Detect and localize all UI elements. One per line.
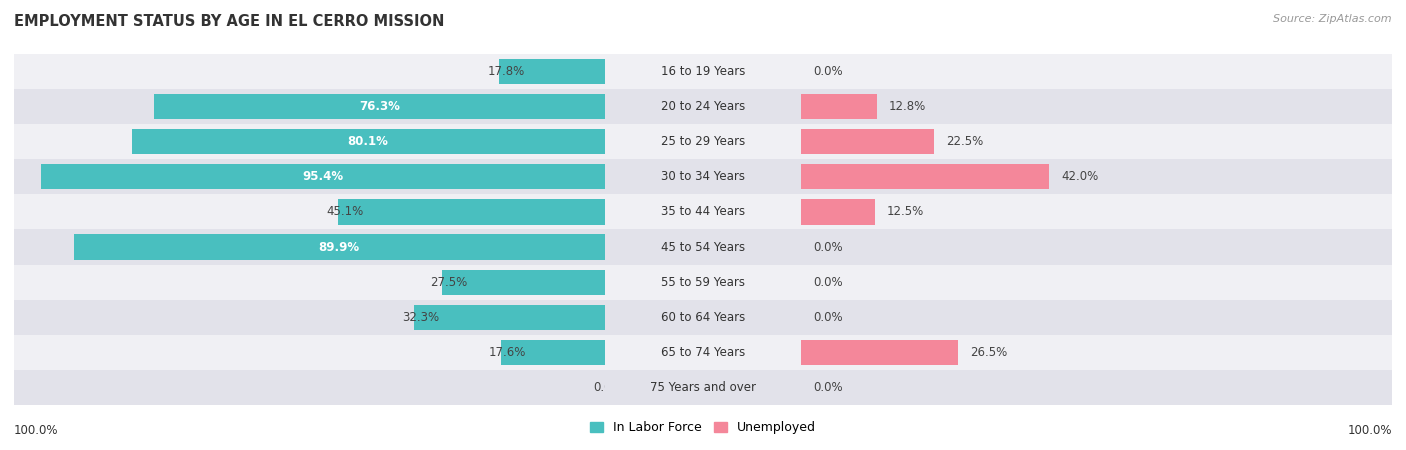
Text: 26.5%: 26.5% — [970, 346, 1007, 359]
Text: 12.5%: 12.5% — [887, 206, 924, 218]
FancyBboxPatch shape — [801, 230, 1392, 265]
FancyBboxPatch shape — [605, 54, 801, 89]
Text: 25 to 29 Years: 25 to 29 Years — [661, 135, 745, 148]
FancyBboxPatch shape — [605, 300, 801, 335]
Bar — [132, 129, 605, 154]
FancyBboxPatch shape — [605, 194, 801, 230]
FancyBboxPatch shape — [14, 89, 605, 124]
Text: 17.6%: 17.6% — [489, 346, 526, 359]
Text: 17.8%: 17.8% — [488, 65, 524, 78]
Text: 100.0%: 100.0% — [1347, 423, 1392, 436]
Bar — [499, 59, 605, 84]
Bar — [801, 94, 877, 119]
Bar — [441, 270, 605, 295]
Text: 35 to 44 Years: 35 to 44 Years — [661, 206, 745, 218]
Bar — [413, 305, 605, 330]
FancyBboxPatch shape — [14, 54, 605, 89]
FancyBboxPatch shape — [801, 89, 1392, 124]
Bar — [155, 94, 605, 119]
FancyBboxPatch shape — [14, 124, 605, 159]
Text: 0.0%: 0.0% — [813, 65, 842, 78]
FancyBboxPatch shape — [801, 335, 1392, 370]
Bar — [41, 164, 605, 189]
Text: 0.0%: 0.0% — [593, 381, 623, 394]
Text: 45.1%: 45.1% — [326, 206, 364, 218]
FancyBboxPatch shape — [14, 370, 605, 405]
Text: 22.5%: 22.5% — [946, 135, 983, 148]
FancyBboxPatch shape — [605, 265, 801, 300]
Text: 45 to 54 Years: 45 to 54 Years — [661, 241, 745, 253]
FancyBboxPatch shape — [801, 370, 1392, 405]
Bar — [801, 199, 876, 225]
Text: 95.4%: 95.4% — [302, 171, 343, 183]
Bar — [501, 340, 605, 365]
Text: 32.3%: 32.3% — [402, 311, 439, 324]
Text: 65 to 74 Years: 65 to 74 Years — [661, 346, 745, 359]
FancyBboxPatch shape — [801, 194, 1392, 230]
FancyBboxPatch shape — [605, 159, 801, 194]
Text: 42.0%: 42.0% — [1062, 171, 1098, 183]
Bar — [801, 340, 957, 365]
Text: 0.0%: 0.0% — [813, 241, 842, 253]
FancyBboxPatch shape — [801, 300, 1392, 335]
Bar — [339, 199, 605, 225]
Text: Source: ZipAtlas.com: Source: ZipAtlas.com — [1274, 14, 1392, 23]
Bar — [801, 164, 1049, 189]
FancyBboxPatch shape — [801, 265, 1392, 300]
Text: 0.0%: 0.0% — [813, 276, 842, 288]
FancyBboxPatch shape — [605, 89, 801, 124]
Text: EMPLOYMENT STATUS BY AGE IN EL CERRO MISSION: EMPLOYMENT STATUS BY AGE IN EL CERRO MIS… — [14, 14, 444, 28]
Text: 89.9%: 89.9% — [319, 241, 360, 253]
FancyBboxPatch shape — [605, 230, 801, 265]
FancyBboxPatch shape — [605, 370, 801, 405]
Text: 30 to 34 Years: 30 to 34 Years — [661, 171, 745, 183]
FancyBboxPatch shape — [605, 335, 801, 370]
Text: 76.3%: 76.3% — [359, 100, 399, 113]
Text: 12.8%: 12.8% — [889, 100, 927, 113]
FancyBboxPatch shape — [605, 124, 801, 159]
Bar — [73, 234, 605, 260]
FancyBboxPatch shape — [14, 230, 605, 265]
FancyBboxPatch shape — [801, 54, 1392, 89]
Bar — [801, 129, 935, 154]
FancyBboxPatch shape — [14, 300, 605, 335]
Text: 80.1%: 80.1% — [347, 135, 388, 148]
Text: 0.0%: 0.0% — [813, 311, 842, 324]
FancyBboxPatch shape — [801, 159, 1392, 194]
Legend: In Labor Force, Unemployed: In Labor Force, Unemployed — [585, 416, 821, 439]
Text: 27.5%: 27.5% — [430, 276, 468, 288]
Text: 100.0%: 100.0% — [14, 423, 59, 436]
FancyBboxPatch shape — [14, 159, 605, 194]
FancyBboxPatch shape — [14, 335, 605, 370]
Text: 20 to 24 Years: 20 to 24 Years — [661, 100, 745, 113]
Text: 16 to 19 Years: 16 to 19 Years — [661, 65, 745, 78]
Text: 60 to 64 Years: 60 to 64 Years — [661, 311, 745, 324]
Text: 0.0%: 0.0% — [813, 381, 842, 394]
FancyBboxPatch shape — [801, 124, 1392, 159]
Text: 55 to 59 Years: 55 to 59 Years — [661, 276, 745, 288]
FancyBboxPatch shape — [14, 194, 605, 230]
FancyBboxPatch shape — [14, 265, 605, 300]
Text: 75 Years and over: 75 Years and over — [650, 381, 756, 394]
